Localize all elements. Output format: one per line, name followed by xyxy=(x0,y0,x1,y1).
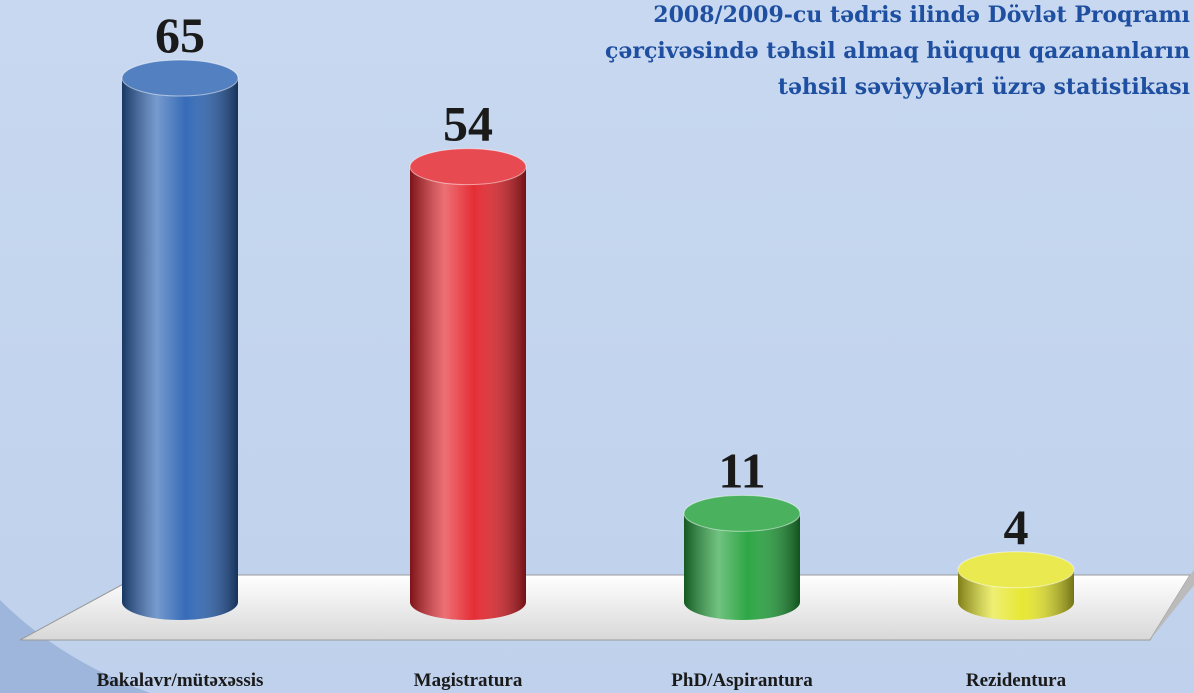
title-line: 2008/2009-cu tədris ilində Dövlət Proqra… xyxy=(653,2,1190,28)
value-label: 11 xyxy=(718,442,765,498)
bars: 65 Bakalavr/mütəxəssis 54 Magistratura 11 PhD… xyxy=(97,7,1075,691)
cylinder-top xyxy=(121,59,239,97)
value-label: 4 xyxy=(1004,499,1029,555)
cylinder xyxy=(957,551,1075,620)
floor-edge xyxy=(1150,570,1194,640)
cylinder-body-shade xyxy=(410,166,526,602)
cylinder-top xyxy=(683,494,801,532)
cylinder xyxy=(409,148,527,620)
title-line: təhsil səviyyələri üzrə statistikası xyxy=(778,74,1190,100)
x-tick-label: Magistratura xyxy=(414,670,523,691)
cylinder-top-shine xyxy=(410,148,526,185)
x-tick-label: PhD/Aspirantura xyxy=(671,670,813,691)
cylinder xyxy=(121,59,239,620)
title-line: çərçivəsində təhsil almaq hüququ qazanan… xyxy=(605,38,1190,64)
cylinder-body-shade xyxy=(122,78,238,602)
value-label: 65 xyxy=(155,7,205,63)
cylinder-top xyxy=(957,551,1075,589)
cylinder-top-shine xyxy=(122,60,238,96)
x-tick-label: Bakalavr/mütəxəssis xyxy=(97,670,264,691)
corner-swoosh xyxy=(0,600,150,693)
cylinder xyxy=(683,494,801,620)
cylinder-top xyxy=(409,148,527,186)
title: 2008/2009-cu tədris ilində Dövlət Proqra… xyxy=(605,2,1190,100)
cylinder-top-shine xyxy=(684,495,800,532)
x-tick-label: Rezidentura xyxy=(966,670,1067,691)
value-label: 54 xyxy=(443,96,493,152)
cylinder-top-shine xyxy=(958,551,1074,588)
